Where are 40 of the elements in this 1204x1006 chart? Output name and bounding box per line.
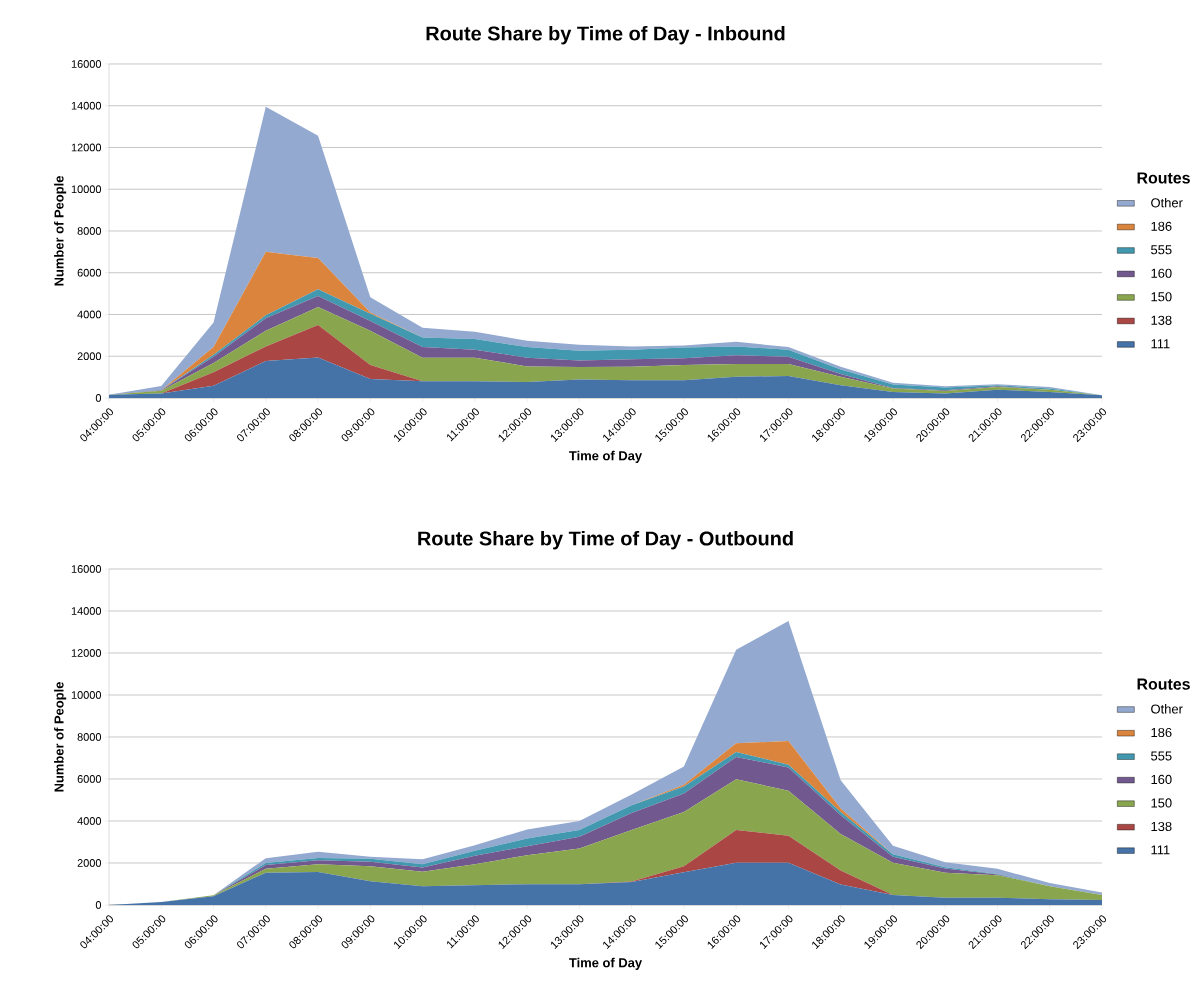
y-tick-label: 16000 xyxy=(71,565,102,573)
legend-label: 555 xyxy=(1151,245,1172,255)
legend-label: 186 xyxy=(1151,727,1172,738)
y-tick-label: 16000 xyxy=(71,60,102,68)
y-tick-label: 0 xyxy=(95,394,102,402)
y-tick-label: 2000 xyxy=(77,859,102,867)
legend-label: 160 xyxy=(1151,268,1172,278)
y-tick-label: 14000 xyxy=(71,101,102,110)
legend-label: 111 xyxy=(1151,339,1170,349)
y-tick-label: 12000 xyxy=(71,143,102,152)
y-tick-label: 4000 xyxy=(77,310,102,319)
y-tick-label: 8000 xyxy=(77,227,102,235)
x-axis-title: Time of Day xyxy=(569,450,643,463)
y-tick-label: 14000 xyxy=(71,607,102,615)
x-axis-title: Time of Day xyxy=(569,957,643,970)
legend-label: 150 xyxy=(1151,292,1172,302)
y-tick-label: 10000 xyxy=(71,691,102,699)
y-tick-label: 0 xyxy=(95,901,102,909)
y-tick-label: 6000 xyxy=(77,268,102,277)
legend-label: 150 xyxy=(1151,798,1172,808)
y-axis-title: Number of People xyxy=(54,682,67,792)
y-tick-label: 8000 xyxy=(77,733,102,741)
chart-title: Route Share by Time of Day - Inbound xyxy=(426,25,785,45)
y-tick-label: 10000 xyxy=(71,185,102,194)
legend-label: Other xyxy=(1151,704,1183,714)
legend-label: 555 xyxy=(1151,751,1172,761)
y-tick-label: 2000 xyxy=(77,352,102,361)
chart-title: Route Share by Time of Day - Outbound xyxy=(418,530,793,550)
legend-label: 138 xyxy=(1151,821,1172,832)
y-tick-label: 4000 xyxy=(77,817,102,825)
y-tick-label: 12000 xyxy=(71,649,102,657)
legend-label: 186 xyxy=(1151,221,1172,231)
legend-label: Other xyxy=(1151,197,1183,208)
legend-label: 138 xyxy=(1151,315,1172,325)
y-tick-label: 6000 xyxy=(77,775,102,783)
y-axis-title: Number of People xyxy=(54,176,67,286)
legend-label: 160 xyxy=(1151,774,1172,785)
legend-title: Routes xyxy=(1137,172,1190,184)
legend-label: 111 xyxy=(1151,845,1170,855)
legend-title: Routes xyxy=(1137,678,1190,690)
